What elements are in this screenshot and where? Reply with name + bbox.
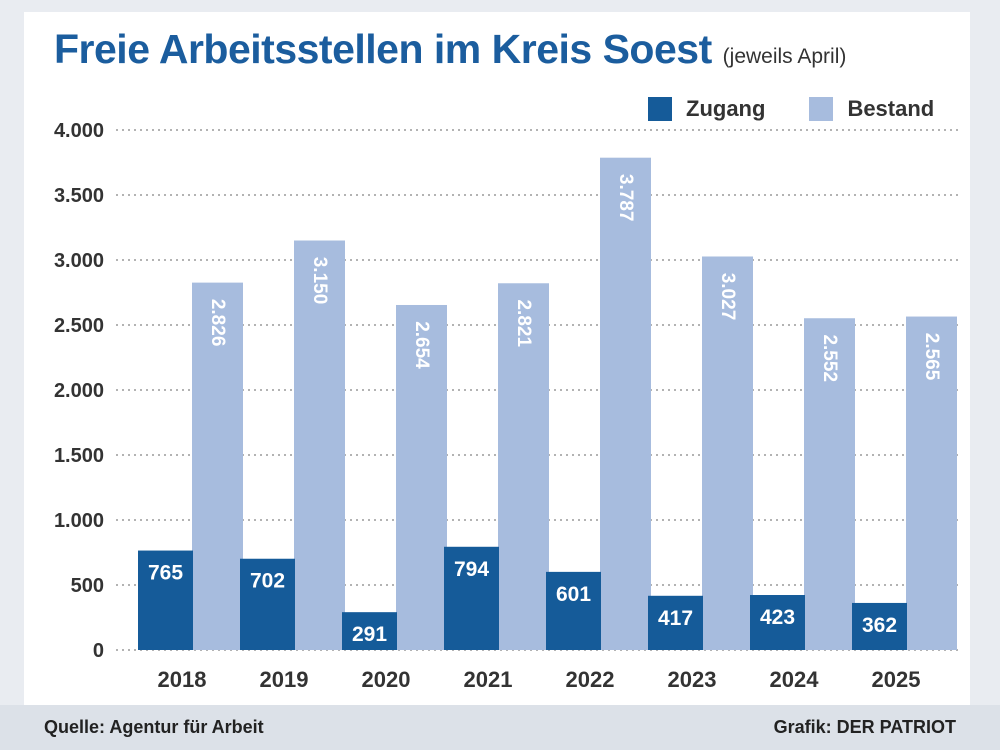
legend-label-bestand: Bestand — [847, 96, 935, 121]
y-tick-label: 4.000 — [54, 120, 104, 142]
x-tick-label: 2025 — [872, 667, 921, 692]
bar-zugang — [342, 612, 397, 650]
bar-bestand — [294, 240, 345, 650]
y-tick-label: 2.500 — [54, 315, 104, 337]
bar-zugang — [240, 558, 295, 650]
title-text: Freie Arbeitsstellen im Kreis Soest — [54, 26, 712, 72]
y-tick-label: 1.500 — [54, 445, 104, 467]
legend-swatch-bestand — [809, 97, 834, 121]
y-tick-label: 0 — [93, 640, 104, 662]
graphic-credit: Grafik: DER PATRIOT — [773, 717, 956, 737]
bar-label-bestand: 2.826 — [207, 299, 228, 347]
bar-bestand — [498, 283, 549, 650]
bar-label-zugang: 601 — [556, 583, 591, 606]
bar-label-zugang: 362 — [862, 614, 897, 637]
bar-zugang — [546, 571, 601, 650]
bar-zugang — [138, 550, 193, 650]
bar-label-bestand: 2.654 — [411, 321, 432, 369]
bar-zugang — [750, 595, 805, 650]
bar-label-bestand: 3.027 — [717, 273, 738, 321]
x-tick-label: 2023 — [668, 667, 717, 692]
legend-item-bestand: Bestand — [809, 96, 934, 122]
chart-title: Freie Arbeitsstellen im Kreis Soest (jew… — [54, 26, 846, 73]
bar-bestand — [906, 316, 957, 650]
legend-label-zugang: Zugang — [686, 96, 766, 121]
bar-bestand — [804, 318, 855, 650]
legend-swatch-zugang — [648, 97, 672, 121]
x-tick-label: 2021 — [464, 667, 513, 692]
bar-chart: 0 500 1.000 1.500 2.000 2.500 3.000 3.500 4.000 2… — [54, 120, 958, 692]
bar-label-zugang: 417 — [658, 607, 693, 630]
bar-label-zugang: 423 — [760, 606, 795, 629]
y-tick-label: 2.000 — [54, 380, 104, 402]
bar-bestand — [396, 304, 447, 650]
x-tick-label: 2022 — [566, 667, 615, 692]
legend-item-zugang: Zugang — [648, 96, 765, 122]
bar-label-zugang: 765 — [148, 562, 183, 585]
y-tick-label: 1.000 — [54, 510, 104, 532]
y-tick-label: 3.000 — [54, 250, 104, 272]
bar-zugang — [648, 595, 703, 650]
bar-label-bestand: 2.552 — [819, 334, 840, 382]
x-tick-label: 2018 — [158, 667, 207, 692]
bar-zugang — [852, 602, 907, 650]
x-tick-label: 2019 — [260, 667, 309, 692]
bar-zugang — [444, 546, 499, 650]
y-tick-label: 3.500 — [54, 185, 104, 207]
bar-label-bestand: 3.787 — [615, 174, 636, 222]
bar-label-bestand: 2.821 — [513, 299, 534, 347]
bar-label-zugang: 702 — [250, 570, 285, 593]
bar-label-zugang: 291 — [352, 623, 387, 646]
x-tick-label: 2020 — [362, 667, 411, 692]
source-note: Quelle: Agentur für Arbeit — [44, 717, 264, 737]
footer-bar: Quelle: Agentur für Arbeit Grafik: DER P… — [0, 705, 1000, 750]
bar-bestand — [192, 282, 243, 650]
chart-legend: Zugang Bestand — [648, 96, 934, 122]
y-tick-label: 500 — [71, 575, 104, 597]
x-tick-label: 2024 — [770, 667, 820, 692]
bar-label-bestand: 2.565 — [921, 333, 942, 381]
bar-label-zugang: 794 — [454, 558, 489, 581]
bar-bestand — [600, 157, 651, 650]
chart-subtitle: (jeweils April) — [722, 45, 847, 68]
bar-bestand — [702, 256, 753, 650]
bar-label-bestand: 3.150 — [309, 257, 330, 305]
